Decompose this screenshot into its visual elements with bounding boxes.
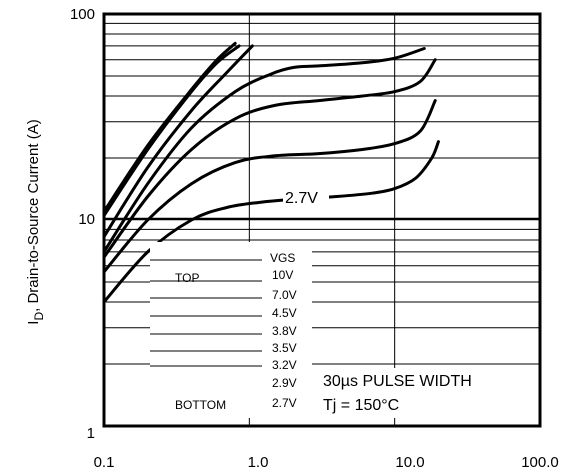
legend-entry-2.9V: 2.9V <box>272 376 297 390</box>
legend-entry-2.7V: 2.7V <box>272 396 297 410</box>
y-tick-10: 10 <box>78 211 95 228</box>
legend-entry-4.5V: 4.5V <box>272 306 297 320</box>
y-axis-label-subscript: D <box>32 312 46 321</box>
y-axis-label-main: I <box>25 321 42 325</box>
legend-entries: 10V 7.0V 4.5V 3.8V 3.5V 3.2V 2.9V 2.7V <box>272 268 297 410</box>
pulse-width-note: 30µs PULSE WIDTH <box>323 373 472 390</box>
legend-entry-3.8V: 3.8V <box>272 324 297 338</box>
x-tick-1.0: 1.0 <box>248 454 269 471</box>
series-line-3.5V <box>102 58 437 259</box>
legend-header: VGS <box>270 251 295 265</box>
legend-lines <box>150 259 262 367</box>
legend-background <box>150 242 312 418</box>
series-line-3.8V <box>102 47 426 254</box>
series-layer <box>102 41 440 304</box>
legend-entry-3.2V: 3.2V <box>272 358 297 372</box>
annotation-background <box>283 186 329 207</box>
series-line-3.2V <box>102 99 437 274</box>
y-axis-label-rest: , Drain-to-Source Current (A) <box>25 119 42 312</box>
x-tick-100.0: 100.0 <box>521 454 559 471</box>
x-tick-10.0: 10.0 <box>395 454 424 471</box>
series-annotation-2.7V: 2.7V <box>285 190 318 207</box>
series-line-4.5V <box>102 44 254 239</box>
y-axis-label: ID, Drain-to-Source Current (A) <box>25 119 46 324</box>
temperature-note: Tj = 150°C <box>323 397 399 414</box>
legend-entry-10V: 10V <box>272 268 293 282</box>
legend-bottom-label: BOTTOM <box>175 398 226 412</box>
x-tick-0.1: 0.1 <box>94 454 115 471</box>
legend-entry-3.5V: 3.5V <box>272 341 297 355</box>
y-tick-1: 1 <box>87 425 95 442</box>
y-tick-100: 100 <box>70 6 95 23</box>
notes-background <box>318 368 514 418</box>
series-line-7.0V <box>102 44 241 218</box>
legend-entry-7.0V: 7.0V <box>272 288 297 302</box>
legend-top-label: TOP <box>175 271 199 285</box>
